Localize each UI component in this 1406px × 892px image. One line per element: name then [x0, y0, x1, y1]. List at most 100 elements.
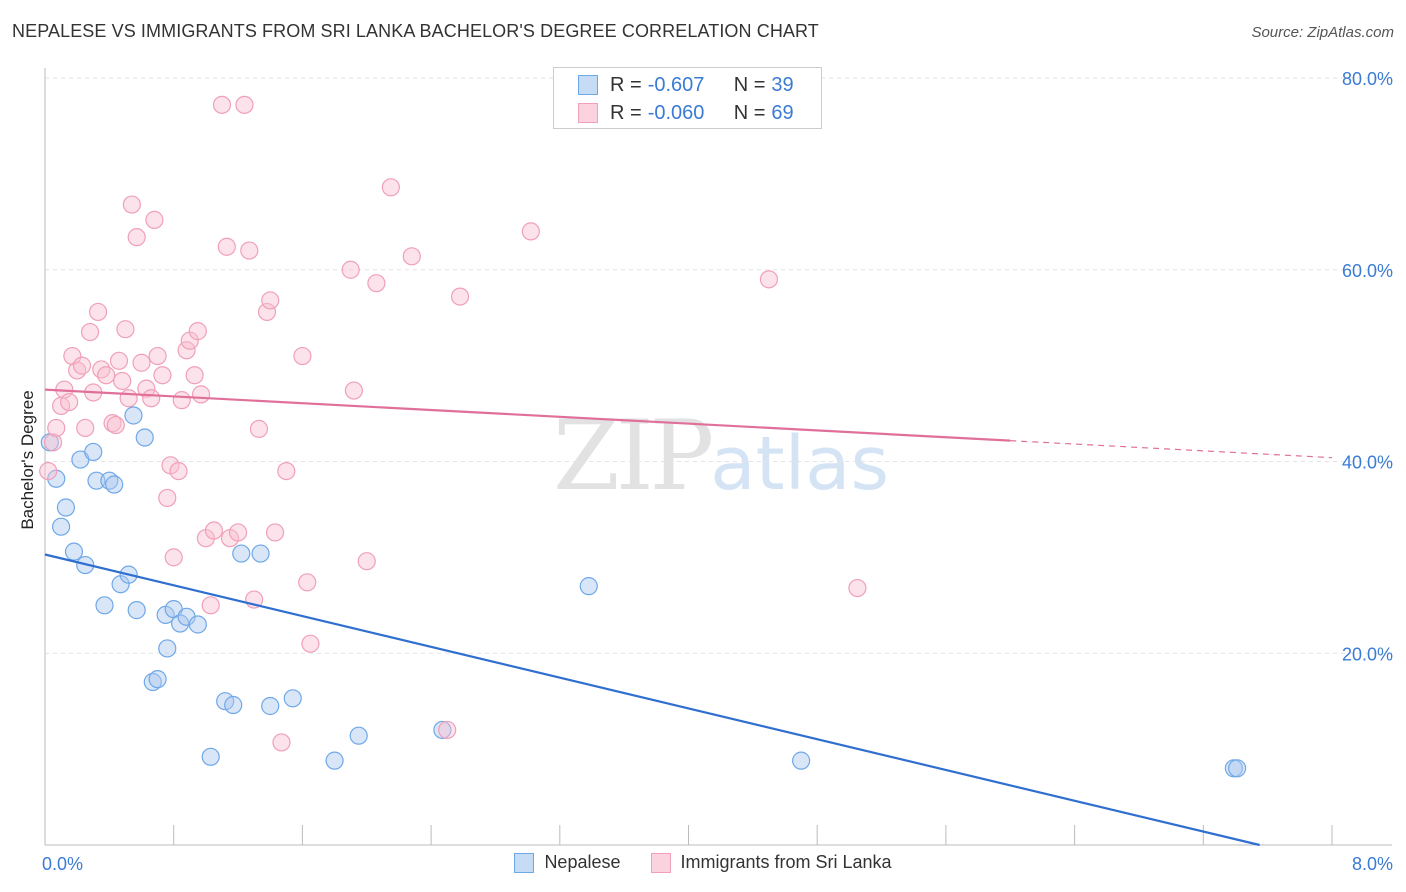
sri-lanka-point — [148, 346, 167, 366]
sri-lanka-point — [137, 379, 156, 398]
sri-lanka-point — [153, 366, 172, 385]
legend-item-sri-lanka[interactable]: Immigrants from Sri Lanka — [650, 852, 892, 873]
y-tick-label: 40.0% — [1342, 453, 1393, 473]
nepalese-point — [1227, 759, 1247, 778]
sri-lanka-point — [109, 351, 129, 370]
legend-n-label: N = — [733, 73, 766, 96]
legend-n-value: 39 — [771, 73, 794, 96]
nepalese-point — [158, 639, 177, 658]
nepalese-point — [87, 471, 106, 490]
nepalese-point — [232, 544, 251, 563]
legend-swatch-nepalese — [514, 852, 535, 873]
sri-lanka-point — [185, 366, 204, 385]
sri-lanka-point — [261, 291, 280, 310]
sri-lanka-point — [116, 320, 135, 339]
legend-swatch-sri-lanka — [578, 103, 598, 123]
sri-lanka-point — [177, 341, 196, 360]
sri-lanka-point — [106, 415, 125, 435]
sri-lanka-point — [158, 488, 177, 508]
nepalese-point — [261, 696, 280, 716]
sri-lanka-point — [848, 578, 867, 598]
legend-r-label: R = — [610, 73, 642, 96]
sri-lanka-point — [88, 302, 108, 322]
sri-lanka-point — [97, 366, 116, 385]
sri-lanka-point — [122, 195, 141, 214]
nepalese-point — [579, 577, 598, 596]
sri-lanka-point — [438, 720, 457, 740]
sri-lanka-point — [381, 178, 400, 197]
x-tick-label: 0.0% — [42, 854, 83, 874]
watermark-atlas: atlas — [710, 421, 890, 507]
legend-item-nepalese[interactable]: Nepalese — [514, 852, 621, 873]
y-tick-label: 80.0% — [1342, 69, 1393, 89]
nepalese-point — [51, 517, 71, 536]
sri-lanka-point — [92, 360, 111, 379]
sri-lanka-point — [39, 461, 58, 481]
nepalese-point — [792, 751, 811, 770]
sri-lanka-point — [145, 210, 164, 229]
nepalese-point — [148, 670, 167, 689]
sri-lanka-point — [212, 95, 232, 114]
legend-n-label: N = — [733, 101, 766, 124]
sri-lanka-point — [113, 371, 132, 391]
nepalese-point — [251, 544, 270, 563]
sri-lanka-point — [257, 302, 277, 322]
nepalese-point — [224, 695, 243, 715]
nepalese-trend-line — [44, 553, 1260, 847]
legend-row-nepalese: R = -0.607 N = 39 — [578, 71, 794, 99]
sri-lanka-point — [298, 573, 317, 592]
nepalese-point — [84, 442, 103, 462]
sri-lanka-point — [344, 381, 363, 400]
chart-title: NEPALESE VS IMMIGRANTS FROM SRI LANKA BA… — [12, 21, 819, 41]
y-tick-label: 20.0% — [1342, 644, 1393, 664]
sri-lanka-point — [301, 634, 320, 653]
sri-lanka-point — [402, 247, 421, 266]
nepalese-point — [105, 475, 124, 494]
sri-lanka-point — [63, 346, 82, 366]
sri-lanka-point — [272, 733, 291, 752]
legend-r-label: R = — [610, 101, 642, 124]
sri-lanka-point — [119, 389, 138, 408]
sri-lanka-point — [341, 260, 360, 279]
sri-lanka-point — [127, 228, 146, 247]
sri-lanka-point — [240, 241, 259, 260]
sri-lanka-point — [172, 391, 191, 410]
nepalese-point — [127, 601, 146, 620]
nepalese-point — [64, 542, 84, 561]
legend-label-nepalese: Nepalese — [544, 852, 621, 872]
sri-lanka-point — [191, 385, 211, 404]
sri-lanka-point — [265, 523, 285, 542]
sri-lanka-point — [277, 461, 296, 481]
legend-r-value: -0.060 — [647, 101, 705, 124]
nepalese-point — [95, 596, 114, 615]
sri-lanka-point — [293, 346, 312, 366]
sri-lanka-trend-line — [44, 388, 1011, 442]
legend-swatch-sri-lanka — [650, 852, 671, 873]
legend-swatch-nepalese — [578, 75, 598, 95]
nepalese-point — [143, 672, 162, 692]
legend-label-sri-lanka: Immigrants from Sri Lanka — [680, 852, 892, 872]
legend-n-value: 69 — [771, 101, 794, 124]
legend-r-value: -0.607 — [647, 73, 705, 96]
nepalese-point — [201, 747, 220, 766]
sri-lanka-point — [76, 418, 95, 438]
sri-lanka-point — [249, 419, 269, 439]
sri-lanka-point — [450, 287, 470, 306]
sri-lanka-point — [142, 389, 161, 408]
series-legend: Nepalese Immigrants from Sri Lanka — [0, 852, 1406, 873]
sri-lanka-point — [228, 523, 248, 542]
nepalese-point — [56, 498, 76, 517]
nepalese-point — [325, 751, 344, 770]
nepalese-point — [349, 726, 368, 745]
sri-lanka-point — [367, 274, 386, 293]
source-label: Source: ZipAtlas.com — [1251, 24, 1394, 41]
sri-lanka-point — [43, 433, 63, 452]
x-tick-label: 8.0% — [1352, 854, 1393, 874]
sri-lanka-point — [80, 322, 100, 342]
sri-lanka-point — [169, 461, 188, 481]
nepalese-point — [283, 689, 302, 708]
nepalese-point — [433, 720, 452, 740]
correlation-legend: R = -0.607 N = 39 R = -0.060 N = 69 — [553, 67, 822, 129]
sri-lanka-trend-line-dashed — [1010, 440, 1333, 459]
